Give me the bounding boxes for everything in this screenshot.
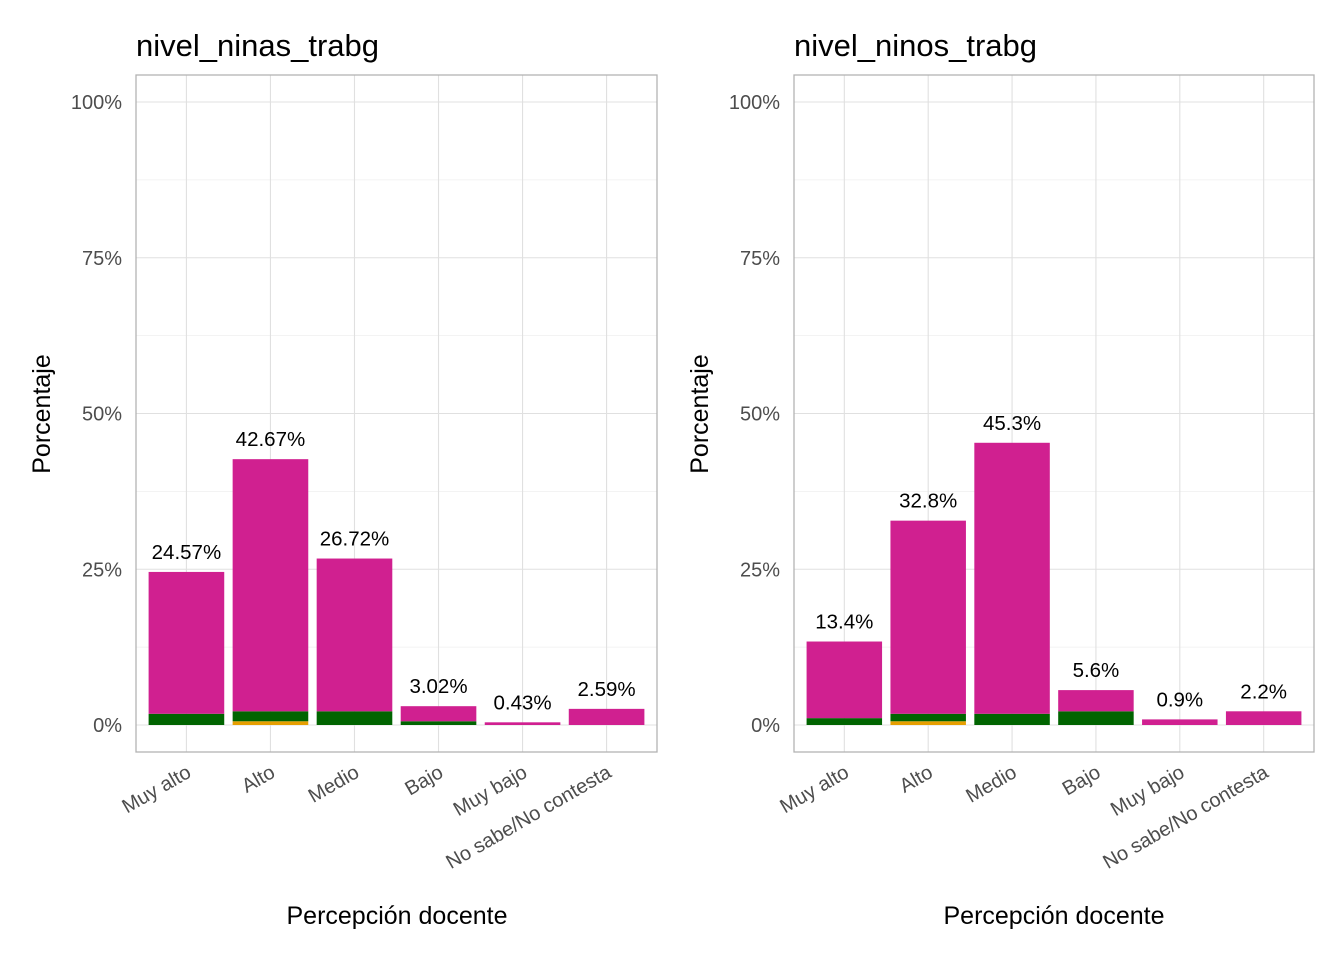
bar-segment <box>1142 719 1218 725</box>
bar-value-label: 13.4% <box>815 611 873 634</box>
bar-segment <box>890 520 966 714</box>
y-tick-label: 100% <box>71 92 122 114</box>
y-tick-label: 50% <box>740 404 780 426</box>
bar-value-label: 45.3% <box>983 412 1041 435</box>
y-tick-label: 50% <box>82 404 122 426</box>
y-axis-title: Porcentaje <box>686 354 714 474</box>
x-tick-label: Medio <box>962 761 1020 807</box>
x-tick-label: Muy alto <box>776 761 852 818</box>
y-tick-label: 75% <box>82 248 122 270</box>
x-tick-label: Bajo <box>401 761 447 800</box>
panel-border <box>135 74 658 753</box>
x-tick-label: Alto <box>238 761 279 797</box>
y-tick-label: 0% <box>751 715 780 737</box>
x-axis-title: Percepción docente <box>944 902 1165 930</box>
bar-segment <box>484 722 561 725</box>
bar-value-label: 2.2% <box>1240 680 1287 703</box>
bar-value-label: 42.67% <box>236 428 306 451</box>
y-tick-label: 0% <box>93 715 122 737</box>
bars <box>148 459 645 725</box>
bar-value-label: 24.57% <box>152 541 222 564</box>
bar-value-label: 2.59% <box>578 678 636 701</box>
bar-value-label: 5.6% <box>1073 659 1120 682</box>
bar-segment <box>890 713 966 722</box>
chart-title: nivel_ninas_trabg <box>136 28 379 63</box>
bar-segment <box>400 721 477 725</box>
grid <box>794 75 1314 752</box>
y-axis-title: Porcentaje <box>28 354 56 474</box>
x-tick-label: Alto <box>896 761 937 797</box>
bar-segment <box>974 713 1050 725</box>
chart-panel-ninos: nivel_ninos_trabg Percepción docente Por… <box>686 28 1315 930</box>
bar-segment <box>148 713 225 725</box>
y-tick-label: 25% <box>740 559 780 581</box>
chart-title: nivel_ninos_trabg <box>794 28 1037 63</box>
bar-value-label: 26.72% <box>320 528 390 551</box>
bar-segment <box>806 718 883 725</box>
x-tick-label: Medio <box>305 761 363 807</box>
bar-segment <box>316 711 393 725</box>
bar-segment <box>1058 690 1134 712</box>
bar-value-label: 0.9% <box>1156 688 1203 711</box>
panel-border <box>793 74 1315 753</box>
bar-segment <box>400 706 477 722</box>
bar-segment <box>232 711 309 722</box>
bar-segment <box>148 571 225 714</box>
bar-value-label: 0.43% <box>493 691 551 714</box>
y-tick-label: 75% <box>740 248 780 270</box>
bar-segment <box>1225 711 1302 725</box>
bar-segment <box>316 558 393 712</box>
bar-segment <box>232 721 309 725</box>
y-tick-label: 100% <box>729 92 780 114</box>
x-axis-title: Percepción docente <box>287 902 508 930</box>
bar-segment <box>890 721 966 725</box>
grid <box>136 75 657 752</box>
bar-segment <box>232 459 309 712</box>
chart-panel-ninas: nivel_ninas_trabg Percepción docente Por… <box>28 28 658 930</box>
y-tick-label: 25% <box>82 559 122 581</box>
x-tick-label: Bajo <box>1059 761 1105 800</box>
bar-segment <box>1058 711 1134 725</box>
bar-segment <box>806 641 883 719</box>
bar-segment <box>974 442 1050 714</box>
bar-segment <box>568 708 645 725</box>
bar-value-label: 3.02% <box>409 675 467 698</box>
bar-value-label: 32.8% <box>899 490 957 513</box>
bars <box>806 442 1302 725</box>
x-tick-label: Muy alto <box>118 761 194 818</box>
